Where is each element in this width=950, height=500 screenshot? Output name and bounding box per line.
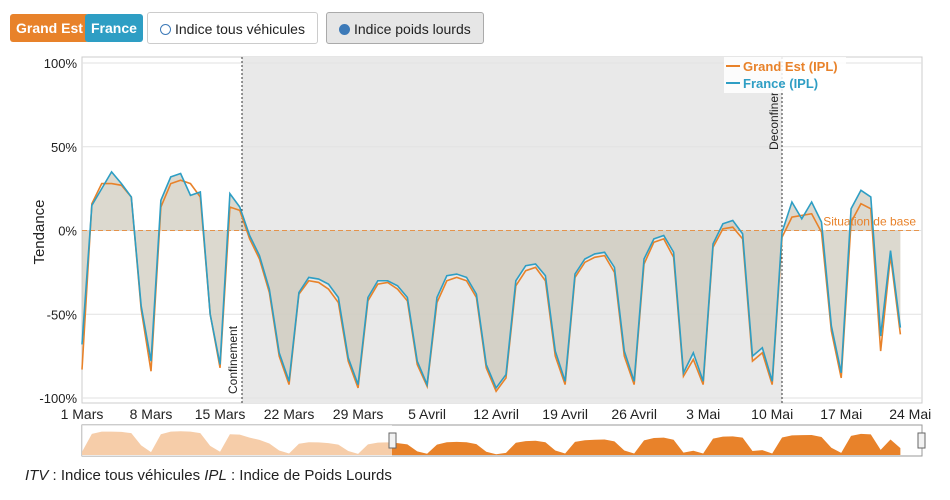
chart: Tendance 100% 50% 0% -50% -100%1 Mars 8 Mars 1…	[31, 56, 931, 457]
index-option[interactable]: Indice poids lourds	[326, 12, 484, 44]
x-tick-label: 22 Mars	[264, 406, 315, 422]
event-label: Deconfiner	[767, 92, 781, 150]
y-axis-title: Tendance	[31, 199, 48, 264]
x-tick-label: 1 Mars	[61, 406, 104, 422]
radio	[339, 24, 350, 35]
footer-text: IPL	[204, 467, 227, 484]
y-tick-label: -100%	[39, 391, 77, 406]
region-button[interactable]: France	[85, 14, 143, 42]
x-tick-label: 3 Mai	[686, 406, 720, 422]
footer-text: ITV	[25, 467, 49, 484]
x-tick-label: 24 Mai	[889, 406, 931, 422]
navigator-handle[interactable]	[917, 432, 926, 449]
x-tick-label: 12 Avril	[473, 406, 519, 422]
footer-text: : Indice tous véhicules	[48, 467, 205, 484]
navigator-handle[interactable]	[388, 432, 397, 449]
radio	[160, 24, 171, 35]
footer: ITV : Indice tous véhicules IPL : Indice…	[25, 467, 392, 484]
x-tick-label: 10 Mai	[751, 406, 793, 422]
x-tick-label: 26 Avril	[611, 406, 657, 422]
option-label: Indice tous véhicules	[175, 21, 305, 37]
x-tick-label: 19 Avril	[542, 406, 588, 422]
series-line	[81, 170, 902, 390]
y-tick-label: 50%	[51, 140, 77, 155]
legend-label: France (IPL)	[743, 76, 818, 91]
legend-box	[724, 57, 846, 93]
navigator-mask	[82, 425, 392, 456]
legend-label: Grand Est (IPL)	[743, 59, 838, 74]
footer-text: : Indice de Poids Lourds	[226, 467, 392, 484]
x-tick-label: 8 Mars	[130, 406, 173, 422]
x-tick-label: 17 Mai	[820, 406, 862, 422]
baseline-label: Situation de base	[823, 215, 916, 229]
y-tick-label: -50%	[47, 307, 78, 322]
y-tick-label: 100%	[44, 56, 78, 71]
x-tick-label: 5 Avril	[408, 406, 446, 422]
x-tick-label: 15 Mars	[195, 406, 246, 422]
index-option[interactable]: Indice tous véhicules	[147, 12, 318, 44]
y-tick-label: 0%	[58, 224, 77, 239]
option-label: Indice poids lourds	[354, 21, 471, 37]
region-button[interactable]: Grand Est	[10, 14, 89, 42]
x-tick-label: 29 Mars	[333, 406, 384, 422]
event-label: Confinement	[226, 325, 240, 394]
area	[82, 171, 901, 388]
